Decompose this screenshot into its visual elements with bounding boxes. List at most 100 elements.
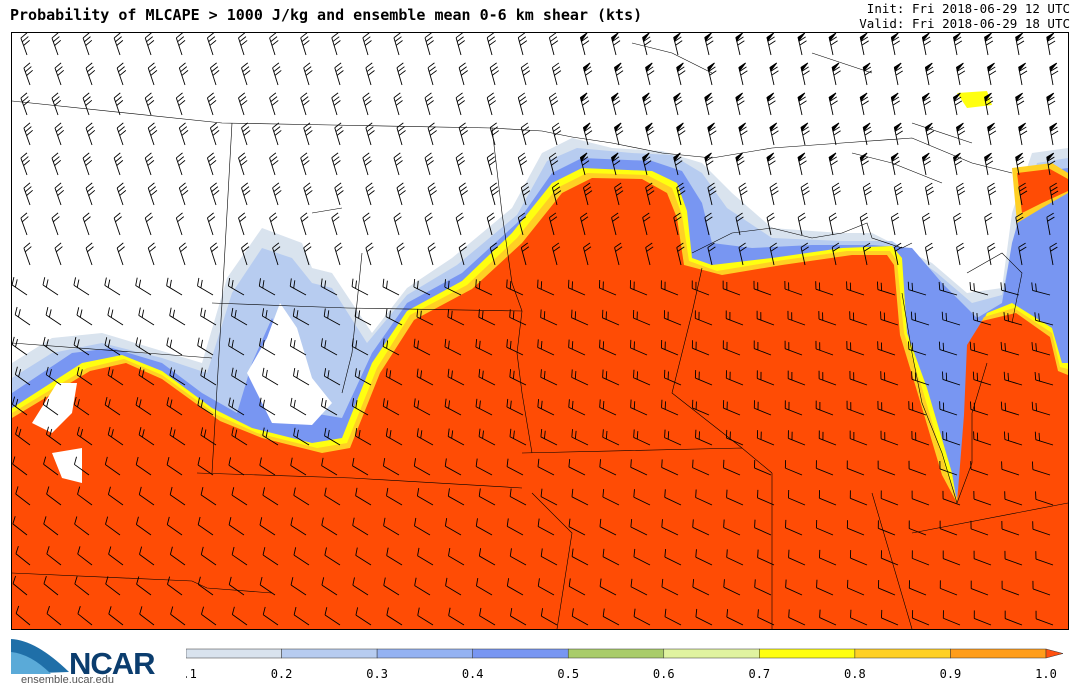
- wind-barb: [924, 122, 935, 146]
- wind-barb: [417, 607, 434, 626]
- wind-barb: [169, 307, 186, 326]
- wind-barb: [1049, 182, 1059, 206]
- wind-barb: [289, 338, 307, 356]
- wind-barb: [138, 426, 155, 446]
- wind-barb: [135, 337, 152, 356]
- wind-barb: [907, 281, 927, 296]
- wind-barb: [602, 369, 620, 386]
- wind-barb: [551, 182, 562, 206]
- wind-barb: [509, 369, 527, 386]
- wind-barb: [877, 460, 896, 476]
- wind-barb: [231, 367, 248, 386]
- wind-barb: [520, 62, 531, 86]
- wind-barb: [692, 459, 710, 476]
- wind-barb: [726, 609, 744, 626]
- wind-barb: [725, 429, 744, 446]
- wind-barb: [77, 486, 93, 506]
- wind-barb: [877, 520, 896, 536]
- wind-barb: [262, 606, 279, 626]
- wind-barb: [427, 62, 437, 86]
- wind-barb: [1004, 610, 1023, 626]
- wind-barb: [238, 92, 248, 116]
- wind-barb: [269, 212, 278, 236]
- wind-barb: [116, 242, 125, 266]
- wind-barb: [815, 281, 834, 296]
- wind-barb: [455, 33, 465, 56]
- wind-barb: [458, 242, 467, 266]
- wind-barb: [551, 242, 561, 266]
- wind-barb: [396, 62, 406, 86]
- wind-barb: [797, 33, 807, 56]
- wind-barb: [579, 33, 590, 56]
- wind-barb: [859, 92, 869, 116]
- wind-barb: [676, 122, 686, 146]
- wind-barb: [725, 310, 744, 326]
- wind-barb: [200, 546, 217, 566]
- wind-barb: [396, 122, 406, 146]
- wind-barb: [815, 340, 834, 356]
- wind-barb: [12, 277, 28, 296]
- wind-barb: [331, 152, 341, 176]
- wind-barb: [323, 308, 341, 326]
- wind-barb: [303, 122, 313, 146]
- wind-barb: [846, 400, 865, 416]
- wind-barb: [942, 371, 961, 386]
- wind-barb: [614, 62, 624, 86]
- wind-barb: [568, 279, 586, 296]
- wind-barb: [104, 456, 121, 476]
- colorbar-tick-label: 0.7: [748, 667, 770, 681]
- wind-barb: [785, 579, 803, 596]
- wind-barb: [1018, 122, 1028, 146]
- wind-barb: [261, 308, 279, 326]
- wind-barb: [800, 62, 810, 86]
- wind-barb: [880, 311, 899, 326]
- wind-barb: [20, 152, 30, 176]
- wind-barb: [953, 212, 962, 236]
- wind-barb: [147, 242, 156, 266]
- wind-barb: [116, 182, 127, 206]
- wind-barb: [51, 33, 62, 56]
- wind-barb: [735, 33, 745, 56]
- wind-barb: [548, 212, 558, 236]
- wind-barb: [272, 122, 282, 146]
- wind-barb: [178, 182, 189, 206]
- wind-barb: [331, 33, 341, 56]
- wind-barb: [831, 122, 841, 146]
- wind-barb: [303, 182, 313, 206]
- wind-barb: [138, 486, 155, 506]
- geographic-boundaries: [12, 42, 1068, 629]
- colorbar-overflow-arrow: [1045, 648, 1064, 659]
- wind-barb: [723, 519, 741, 536]
- wind-barb: [987, 122, 997, 146]
- wind-barb: [664, 608, 682, 626]
- wind-barb: [478, 488, 496, 506]
- wind-barb: [506, 518, 524, 536]
- wind-barb: [228, 337, 245, 356]
- wind-barb: [859, 33, 869, 56]
- wind-barb: [269, 152, 279, 176]
- wind-barb: [537, 399, 555, 416]
- colorbar-swatch: [854, 648, 951, 659]
- wind-barb: [393, 212, 402, 236]
- wind-barb: [908, 460, 927, 476]
- wind-barb: [599, 339, 617, 356]
- wind-barb: [893, 62, 903, 86]
- wind-barb: [104, 337, 121, 356]
- wind-barb: [414, 577, 431, 596]
- wind-barb: [984, 152, 994, 176]
- wind-barb: [583, 242, 592, 266]
- wind-barb: [362, 33, 372, 56]
- wind-barb: [262, 427, 279, 446]
- wind-barb: [42, 277, 59, 296]
- wind-barb: [880, 550, 899, 566]
- wind-barb: [722, 340, 741, 356]
- wind-barb: [598, 279, 617, 296]
- wind-barb: [334, 122, 344, 146]
- colorbar-swatch: [185, 648, 282, 659]
- wind-barb: [568, 458, 586, 476]
- wind-barb: [614, 182, 624, 206]
- colorbar-tick-label: 1.0: [1035, 667, 1057, 681]
- wind-barb: [540, 488, 558, 506]
- wind-barb: [673, 92, 683, 116]
- wind-barb: [787, 489, 806, 506]
